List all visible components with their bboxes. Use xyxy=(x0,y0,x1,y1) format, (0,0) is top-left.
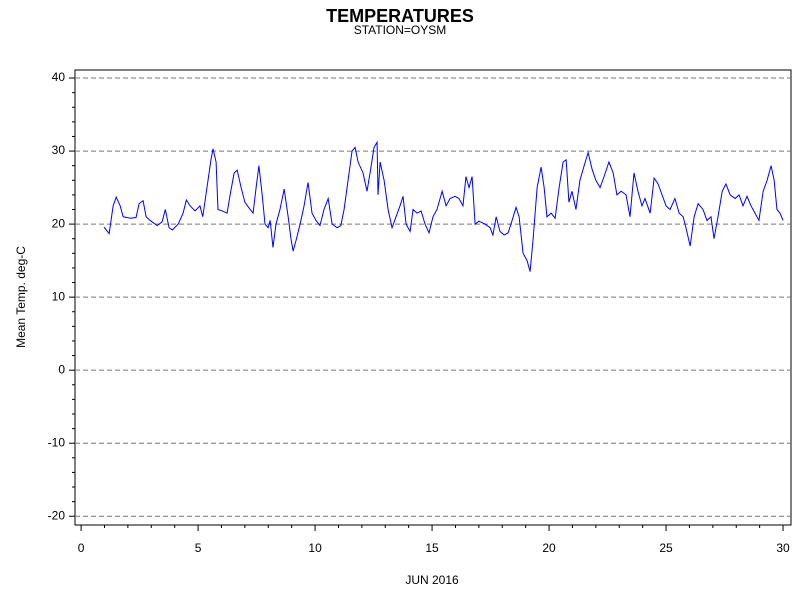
x-tick-label: 30 xyxy=(776,541,790,555)
y-tick-label: 30 xyxy=(52,143,66,157)
y-tick-label: -20 xyxy=(48,508,66,522)
x-tick-label: 0 xyxy=(78,541,85,555)
y-tick-label: 40 xyxy=(52,70,66,84)
x-tick-label: 25 xyxy=(659,541,673,555)
chart-subtitle: STATION=OYSM xyxy=(354,23,447,37)
temperature-line xyxy=(103,140,784,272)
y-axis-label: Mean Temp. deg-C xyxy=(14,246,28,348)
x-tick-label: 5 xyxy=(195,541,202,555)
y-tick-label: 0 xyxy=(58,362,65,376)
y-tick-label: 10 xyxy=(52,289,66,303)
x-axis-label: JUN 2016 xyxy=(405,573,459,587)
y-tick-label: -10 xyxy=(48,435,66,449)
chart-title: TEMPERATURES xyxy=(326,6,474,26)
y-tick-label: 20 xyxy=(52,216,66,230)
x-tick-label: 20 xyxy=(542,541,556,555)
x-tick-label: 10 xyxy=(308,541,322,555)
x-tick-label: 15 xyxy=(425,541,439,555)
